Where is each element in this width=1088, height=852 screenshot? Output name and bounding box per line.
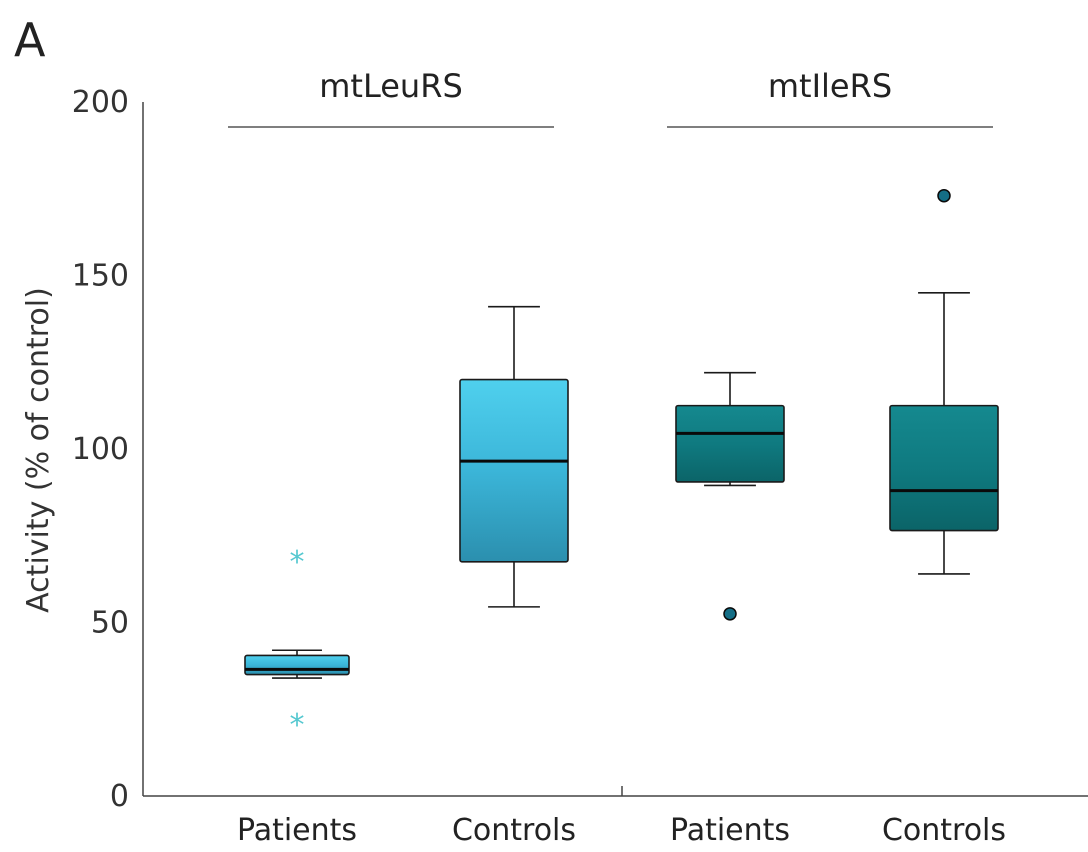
box-iqr: [244, 654, 350, 676]
outlier-asterisk: *: [290, 708, 305, 743]
y-tick-label: 50: [91, 606, 129, 641]
y-axis-title: Activity (% of control): [21, 287, 56, 613]
y-tick-label: 150: [72, 259, 129, 294]
axes: [142, 102, 1088, 797]
y-axis-ticks: 0 50 100 150 200: [72, 85, 129, 814]
box-iqr: [459, 378, 569, 563]
box-mtIleRS-Controls: [889, 188, 999, 575]
panel-label: A: [14, 13, 46, 67]
box-iqr: [889, 404, 999, 532]
category-label: Patients: [237, 813, 357, 848]
box-mtLeuRS-Patients: **: [244, 545, 350, 743]
boxes: **: [244, 188, 999, 743]
group-headers: mtLeuRS mtIleRS: [228, 67, 993, 128]
y-tick-label: 0: [110, 779, 129, 814]
y-tick-label: 100: [72, 432, 129, 467]
outlier-asterisk: *: [290, 545, 305, 580]
group-label: mtIleRS: [768, 67, 892, 105]
group-label: mtLeuRS: [319, 67, 463, 105]
box-mtLeuRS-Controls: [459, 305, 569, 608]
outlier-circle: [723, 607, 737, 621]
category-label: Controls: [882, 813, 1006, 848]
outlier-circle: [937, 188, 951, 203]
box-mtIleRS-Patients: [675, 371, 785, 621]
category-label: Patients: [670, 813, 790, 848]
box-iqr: [675, 404, 785, 483]
y-tick-label: 200: [72, 85, 129, 120]
category-label: Controls: [452, 813, 576, 848]
category-labels: Patients Controls Patients Controls: [237, 813, 1006, 848]
